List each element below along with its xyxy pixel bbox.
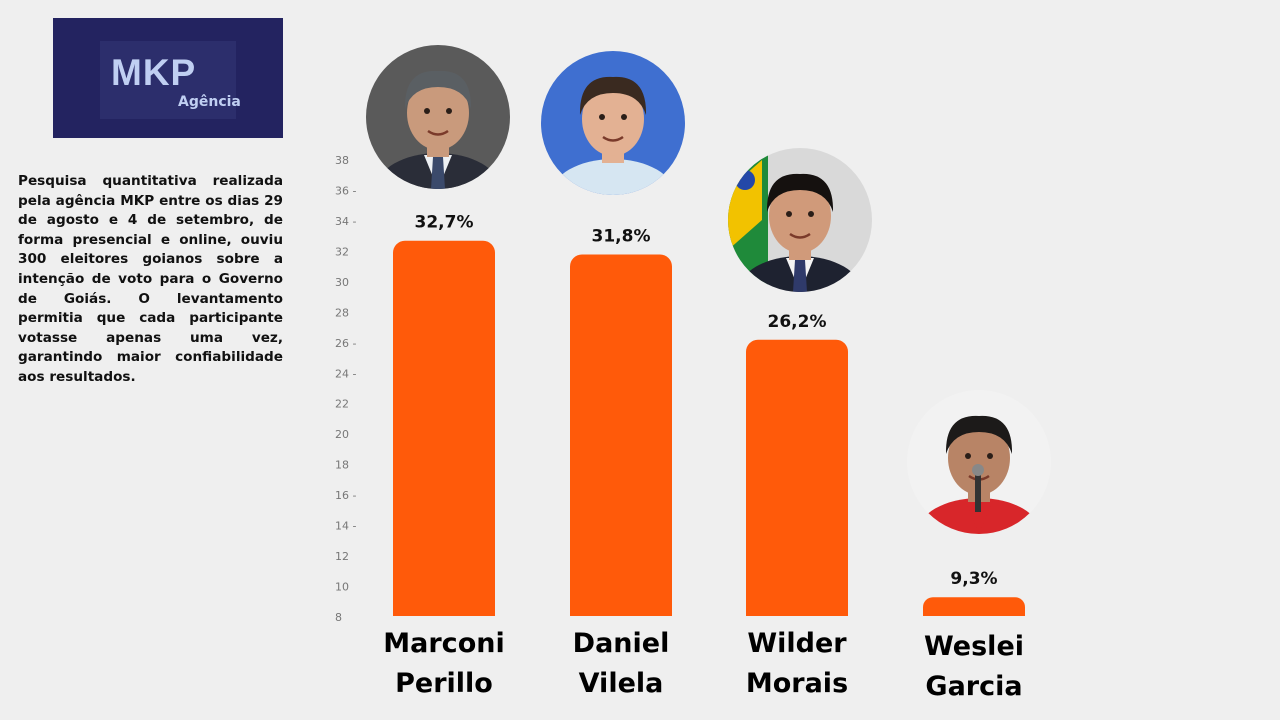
candidate-photo bbox=[728, 148, 872, 292]
hair bbox=[579, 76, 647, 115]
y-tick-label: 18 bbox=[335, 459, 349, 472]
value-label: 32,7% bbox=[415, 213, 474, 233]
torso bbox=[551, 159, 675, 195]
mouth bbox=[602, 135, 624, 142]
y-tick-label: 20 bbox=[335, 428, 349, 441]
y-tick-label: 8 bbox=[335, 611, 342, 624]
candidate-name: Morais bbox=[746, 668, 848, 699]
torso bbox=[376, 153, 500, 189]
y-tick-label: 22 bbox=[335, 398, 349, 411]
y-tick-label: 14 - bbox=[335, 520, 356, 533]
microphone bbox=[975, 472, 981, 512]
bar-base-mask bbox=[746, 616, 848, 630]
value-label: 26,2% bbox=[768, 312, 827, 332]
tie bbox=[431, 157, 445, 189]
bar-base-mask bbox=[570, 616, 672, 630]
y-tick-label: 38 bbox=[335, 154, 349, 167]
mkp-logo: MKP Agência bbox=[53, 18, 283, 138]
candidate-name: Vilela bbox=[579, 668, 664, 699]
eye bbox=[965, 453, 971, 459]
hair bbox=[766, 173, 834, 212]
mouth bbox=[427, 129, 449, 136]
shirt-collar bbox=[965, 500, 993, 534]
y-tick-label: 32 bbox=[335, 245, 349, 258]
candidate-name: Garcia bbox=[925, 671, 1022, 702]
candidate-name: Marconi bbox=[383, 628, 504, 659]
value-label: 9,3% bbox=[950, 569, 997, 589]
y-tick-label: 36 - bbox=[335, 184, 356, 197]
tie bbox=[793, 260, 807, 292]
logo-subtitle: Agência bbox=[178, 94, 241, 110]
y-tick-label: 26 - bbox=[335, 337, 356, 350]
y-tick-label: 10 bbox=[335, 581, 349, 594]
microphone-head bbox=[972, 464, 984, 476]
y-tick-label: 28 bbox=[335, 306, 349, 319]
flag-circle bbox=[735, 170, 755, 190]
bar bbox=[393, 240, 495, 629]
eye bbox=[987, 453, 993, 459]
poll-bar-chart: 38 36 - 34 - 32 30 28 26 - 24 - 22 20 18 16 - 14 - 12… bbox=[335, 45, 1051, 702]
candidate-name: Daniel bbox=[573, 628, 670, 659]
logo-panel bbox=[100, 41, 236, 119]
bar-base-mask bbox=[923, 616, 1025, 628]
hair bbox=[404, 70, 472, 109]
survey-description: Pesquisa quantitativa realizada pela agê… bbox=[18, 173, 283, 385]
face bbox=[582, 82, 644, 156]
candidate-photo bbox=[541, 51, 685, 195]
bar bbox=[746, 339, 848, 629]
face bbox=[948, 421, 1010, 495]
shirt-collar bbox=[599, 161, 627, 195]
face bbox=[407, 76, 469, 150]
candidate-photo bbox=[907, 390, 1051, 534]
y-tick-label: 12 bbox=[335, 550, 349, 563]
candidate-name: Weslei bbox=[924, 631, 1024, 662]
face bbox=[769, 179, 831, 253]
eye bbox=[621, 114, 627, 120]
logo-title: MKP bbox=[111, 52, 197, 93]
torso bbox=[738, 256, 862, 292]
torso bbox=[917, 498, 1041, 534]
candidate-name: Perillo bbox=[395, 668, 493, 699]
y-tick-label: 34 - bbox=[335, 215, 356, 228]
y-tick-label: 24 - bbox=[335, 367, 356, 380]
eye bbox=[786, 211, 792, 217]
bar bbox=[570, 254, 672, 630]
eye bbox=[599, 114, 605, 120]
hair bbox=[945, 415, 1013, 454]
mouth bbox=[789, 232, 811, 239]
candidate-photo bbox=[366, 45, 510, 189]
eye bbox=[808, 211, 814, 217]
y-tick-label: 16 - bbox=[335, 489, 356, 502]
y-tick-label: 30 bbox=[335, 276, 349, 289]
eye bbox=[424, 108, 430, 114]
bar-base-mask bbox=[393, 616, 495, 630]
eye bbox=[446, 108, 452, 114]
value-label: 31,8% bbox=[592, 226, 651, 246]
candidate-name: Wilder bbox=[747, 628, 847, 659]
